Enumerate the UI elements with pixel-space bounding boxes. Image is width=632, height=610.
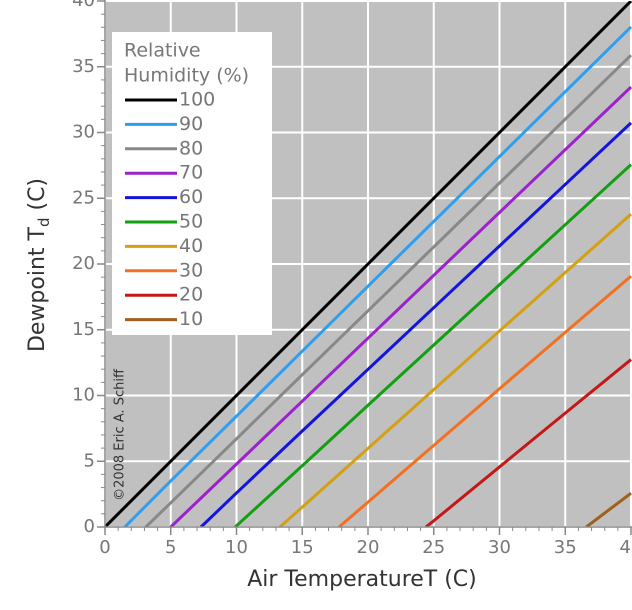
legend-label: 80 — [179, 137, 203, 159]
series-line — [424, 358, 632, 527]
x-tick-label: 30 — [488, 537, 511, 558]
y-tick-label: 10 — [72, 385, 95, 406]
legend-title: Humidity (%) — [124, 65, 249, 87]
legend-label: 100 — [179, 89, 215, 111]
x-tick-label: 10 — [225, 537, 248, 558]
y-label-main: Dewpoint T — [25, 226, 50, 352]
legend-label: 60 — [179, 186, 203, 208]
series-line — [169, 85, 632, 527]
series-line — [234, 163, 632, 527]
legend-label: 50 — [179, 211, 203, 233]
y-tick-label: 0 — [84, 516, 95, 537]
series-line — [199, 121, 632, 527]
x-tick-label: 35 — [554, 537, 577, 558]
y-tick-label: 40 — [72, 0, 95, 11]
copyright: ©2008 Eric A. Schiff — [113, 368, 128, 501]
y-tick-label: 5 — [84, 450, 95, 471]
x-tick-label: 20 — [357, 537, 380, 558]
y-label-sub: d — [35, 217, 53, 227]
series-line — [105, 1, 632, 527]
y-tick-label: 30 — [72, 122, 95, 143]
legend-label: 90 — [179, 113, 203, 135]
x-tick-label: 25 — [422, 537, 445, 558]
x-tick-label: 15 — [291, 537, 314, 558]
series-line — [338, 274, 632, 527]
x-tick-label: 40 — [620, 537, 632, 558]
y-axis-label: Dewpoint Td (C) — [25, 178, 53, 352]
x-axis-label: Air TemperatureT (C) — [247, 567, 477, 592]
series-line — [278, 213, 632, 527]
x-tick-label: 5 — [165, 537, 176, 558]
y-label-unit: (C) — [25, 178, 50, 218]
legend-label: 70 — [179, 162, 203, 184]
legend-label: 20 — [179, 284, 203, 306]
x-tick-label: 0 — [99, 537, 110, 558]
series-line — [123, 25, 632, 527]
legend-label: 10 — [179, 308, 203, 330]
y-tick-label: 35 — [72, 56, 95, 77]
y-tick-label: 15 — [72, 319, 95, 340]
y-tick-label: 20 — [72, 253, 95, 274]
legend-label: 30 — [179, 259, 203, 281]
series-line — [585, 492, 632, 527]
legend-box — [112, 32, 272, 335]
legend-label: 40 — [179, 235, 203, 257]
series-line — [144, 54, 632, 527]
lines — [105, 1, 632, 527]
legend-title: Relative — [124, 40, 201, 62]
y-tick-label: 25 — [72, 187, 95, 208]
ticks: 0 5 10 15 20 25 30 35 40 0 5 10 15 20 25 30 35 40 — [72, 0, 632, 558]
